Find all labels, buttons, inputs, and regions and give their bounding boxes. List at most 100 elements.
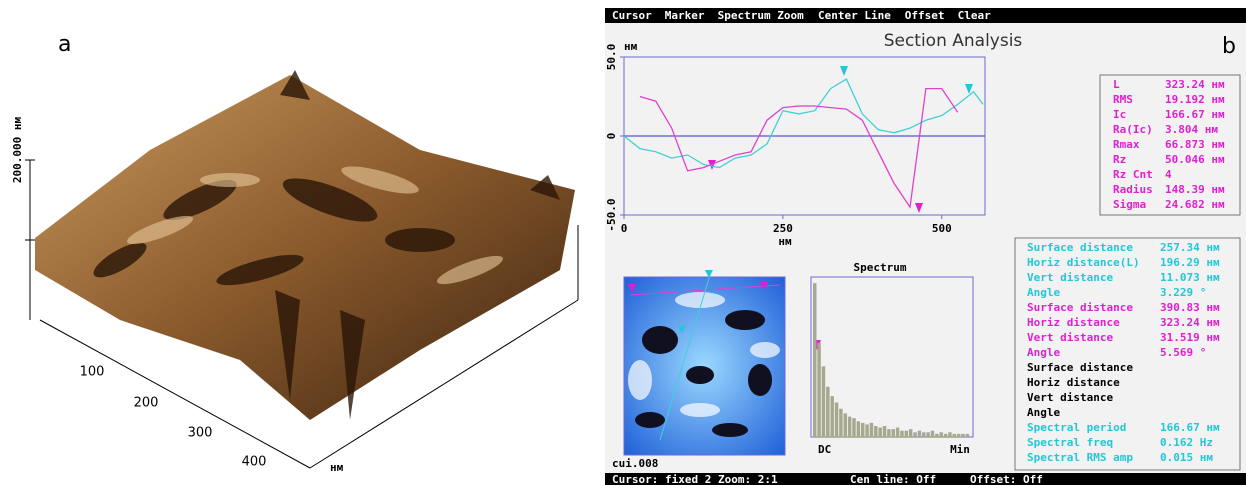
spectrum-bar [848,417,851,437]
spectrum-bar [839,409,842,437]
x-tick-label: 400 [242,455,267,470]
spectrum-bar [918,431,921,437]
panel-a: a 200.000 нм 100 200 300 400 нм [11,32,578,474]
panel-b: Section Analysis b нм нм [605,8,1246,485]
measure-label: Spectral period [1027,421,1126,434]
measure-label: Angle [1027,286,1060,299]
spectrum-bar [865,424,868,437]
spectrum-bar [935,434,938,437]
status-item: Cen line: Off [850,473,936,485]
spectrum-bar [948,432,951,437]
spectrum-bar [961,434,964,437]
stat-value: 50.046 нм [1165,153,1225,166]
measure-value: 390.83 нм [1160,301,1220,314]
stat-label: Sigma [1113,198,1146,211]
menu-item[interactable]: Spectrum Zoom [718,9,804,22]
spectrum-bar [813,283,816,437]
spectrum-bar [870,423,873,437]
measure-value: 0.015 нм [1160,451,1213,464]
measure-label: Vert distance [1027,331,1113,344]
spectrum-bar [826,387,829,437]
measure-value: 5.569 ° [1160,346,1206,359]
spectrum-bar [913,432,916,437]
measure-label: Vert distance [1027,271,1113,284]
measure-value: 166.67 нм [1160,421,1220,434]
spectrum-bar [830,396,833,437]
spectrum-bar [878,428,881,437]
spectrum-bar [817,343,820,437]
measure-value: 31.519 нм [1160,331,1220,344]
spectrum-bar [883,426,886,437]
x-unit: нм [330,461,344,474]
spectrum-bar [926,432,929,437]
panel-label: b [1222,34,1236,59]
spectrum-bar [909,429,912,437]
x-tick-label: 0 [621,222,628,235]
x-tick-label: 250 [773,222,793,235]
status-item: Cursor: fixed 2 Zoom: 2:1 [612,473,778,485]
stat-value: 166.67 нм [1165,108,1225,121]
stat-value: 148.39 нм [1165,183,1225,196]
spectrum-bar [922,432,925,437]
measure-value: 257.34 нм [1160,241,1220,254]
measure-value: 323.24 нм [1160,316,1220,329]
stat-value: 19.192 нм [1165,93,1225,106]
status-item: Offset: Off [970,473,1043,485]
stat-label: Rz Cnt [1113,168,1153,181]
measure-label: Spectral freq [1027,436,1113,449]
file-name: cui.008 [612,457,658,470]
measure-label: Angle [1027,406,1060,419]
spectrum-bar [953,434,956,437]
x-tick-label: 100 [80,365,105,380]
x-tick-label: 500 [932,222,952,235]
spectrum-bar [852,418,855,437]
spectrum-bar [857,421,860,437]
spectrum-bar [900,431,903,437]
stat-label: Ra(Ic) [1113,123,1153,136]
measure-label: Horiz distance [1027,316,1120,329]
spectrum-start: DC [818,443,831,456]
spectrum-bar [966,434,969,437]
stat-label: Ic [1113,108,1126,121]
menu-item[interactable]: Clear [958,9,991,22]
stat-label: Radius [1113,183,1153,196]
menu-item[interactable]: Offset [905,9,945,22]
stat-label: Rz [1113,153,1126,166]
spectrum-end: Min [950,443,970,456]
spectrum-bar [861,423,864,437]
menu-item[interactable]: Center Line [818,9,891,22]
spectrum-bar [939,432,942,437]
measure-label: Surface distance [1027,361,1133,374]
measure-label: Surface distance [1027,241,1133,254]
spectrum-bar [844,413,847,437]
stat-value: 3.804 нм [1165,123,1218,136]
spectrum-bar [957,434,960,437]
x-tick-label: 200 [134,396,159,411]
spectrum-bar [835,402,838,437]
afm-surface [35,75,575,420]
stat-value: 4 [1165,168,1172,181]
measure-label: Spectral RMS amp [1027,451,1133,464]
spectrum-bar [892,429,895,437]
z-axis-label: 200.000 нм [11,117,24,184]
measure-label: Horiz distance [1027,376,1120,389]
measure-label: Horiz distance(L) [1027,256,1140,269]
stat-value: 323.24 нм [1165,78,1225,91]
measure-value: 3.229 ° [1160,286,1206,299]
stat-label: RMS [1113,93,1133,106]
y-tick-label: 0 [605,133,618,140]
measure-label: Vert distance [1027,391,1113,404]
spectrum-bar [931,431,934,437]
y-tick-label: -50.0 [605,198,618,231]
menu-item[interactable]: Cursor [612,9,652,22]
measure-label: Angle [1027,346,1060,359]
menu-item[interactable]: Marker [665,9,705,22]
stat-value: 66.873 нм [1165,138,1225,151]
spectrum-title: Spectrum [854,261,907,274]
spectrum-bar [822,366,825,437]
measure-label: Surface distance [1027,301,1133,314]
stat-label: Rmax [1113,138,1140,151]
measure-value: 0.162 Hz [1160,436,1213,449]
y-unit: нм [624,40,638,53]
measure-value: 11.073 нм [1160,271,1220,284]
